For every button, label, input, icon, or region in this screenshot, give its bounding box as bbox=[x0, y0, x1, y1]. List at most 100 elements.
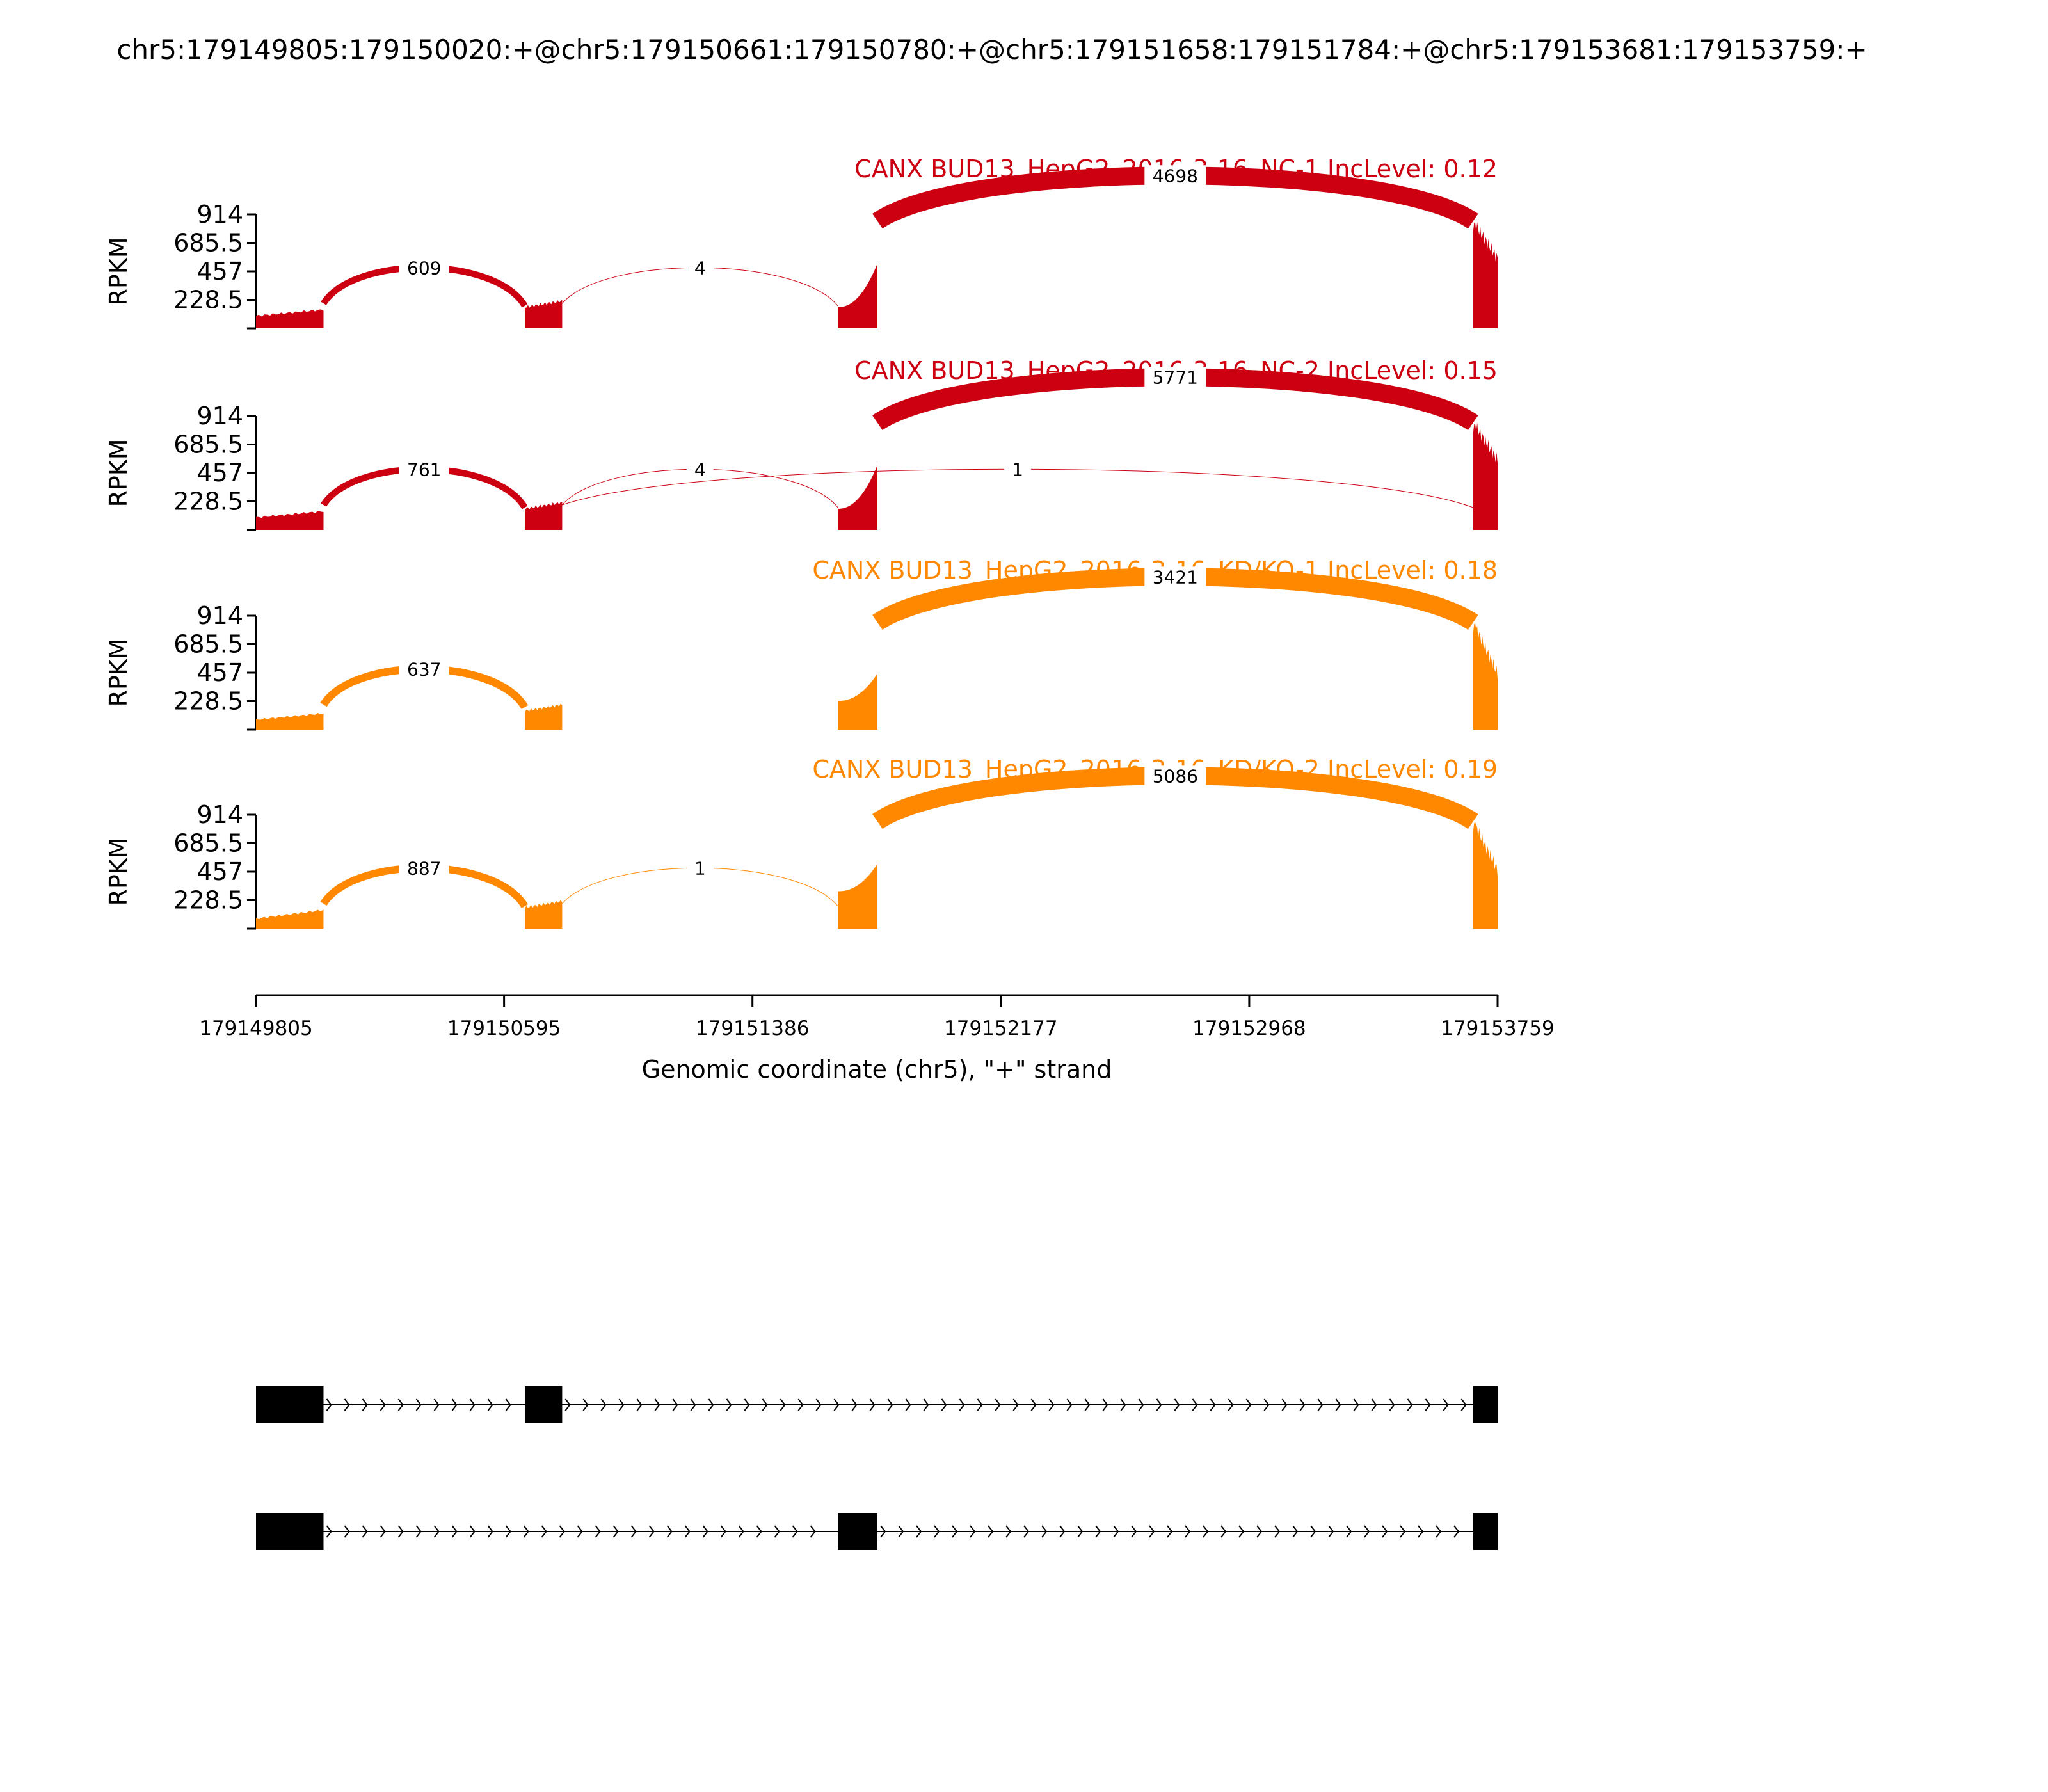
coverage-block bbox=[524, 900, 563, 929]
x-axis-label: Genomic coordinate (chr5), "+" strand bbox=[642, 1055, 1112, 1084]
strand-arrow bbox=[995, 1398, 1001, 1411]
strand-arrow bbox=[1203, 1525, 1209, 1538]
strand-arrow bbox=[1167, 1525, 1173, 1538]
strand-arrow bbox=[1210, 1398, 1216, 1411]
junction-label-bg bbox=[1004, 459, 1032, 480]
coverage-block bbox=[838, 465, 877, 530]
strand-arrow bbox=[720, 1525, 726, 1538]
strand-arrow bbox=[1066, 1398, 1073, 1411]
exon-block bbox=[1473, 1513, 1498, 1550]
strand-arrow bbox=[1274, 1525, 1281, 1538]
strand-arrow bbox=[648, 1525, 655, 1538]
isoform-track bbox=[256, 1386, 1498, 1423]
strand-arrow bbox=[1263, 1398, 1270, 1411]
sample-panel: CANX BUD13_HepG2_2016-3-16_NC-1 IncLevel… bbox=[104, 155, 1498, 330]
strand-arrow bbox=[941, 1398, 947, 1411]
strand-arrow bbox=[1299, 1398, 1306, 1411]
strand-arrow bbox=[1453, 1525, 1460, 1538]
strand-arrow bbox=[487, 1398, 493, 1411]
strand-arrow bbox=[774, 1525, 780, 1538]
y-tick-label: 914 bbox=[196, 402, 243, 430]
y-tick-label: 685.5 bbox=[173, 630, 243, 659]
strand-arrow bbox=[702, 1525, 708, 1538]
x-tick-label: 179152968 bbox=[1192, 1017, 1306, 1040]
strand-arrow bbox=[469, 1398, 476, 1411]
strand-arrow bbox=[505, 1398, 511, 1411]
strand-arrow bbox=[433, 1398, 440, 1411]
strand-arrow bbox=[1436, 1525, 1442, 1538]
strand-arrow bbox=[959, 1398, 965, 1411]
strand-arrow bbox=[672, 1398, 678, 1411]
coverage-block bbox=[256, 511, 324, 530]
strand-arrow bbox=[916, 1525, 922, 1538]
coverage-block bbox=[838, 863, 877, 929]
strand-arrow bbox=[1023, 1525, 1030, 1538]
strand-arrow bbox=[654, 1398, 660, 1411]
junction-label-bg bbox=[1144, 165, 1206, 186]
strand-arrow bbox=[815, 1398, 822, 1411]
strand-arrow bbox=[1364, 1525, 1370, 1538]
y-axis-label: RPKM bbox=[104, 237, 132, 305]
strand-arrow bbox=[923, 1398, 929, 1411]
strand-arrow bbox=[810, 1525, 816, 1538]
junction-label-bg bbox=[1144, 765, 1206, 787]
strand-arrow bbox=[988, 1525, 994, 1538]
strand-arrow bbox=[977, 1398, 983, 1411]
strand-arrow bbox=[1389, 1398, 1395, 1411]
sample-panels: CANX BUD13_HepG2_2016-3-16_NC-1 IncLevel… bbox=[104, 155, 1498, 930]
junction-count-label: 4 bbox=[694, 459, 706, 480]
junction-label-bg bbox=[399, 858, 449, 879]
strand-arrow bbox=[708, 1398, 714, 1411]
exon-block bbox=[1473, 1386, 1498, 1423]
coverage-block bbox=[1473, 623, 1498, 730]
strand-arrow bbox=[1084, 1398, 1091, 1411]
strand-arrow bbox=[887, 1398, 893, 1411]
strand-arrow bbox=[851, 1398, 858, 1411]
strand-arrow bbox=[1400, 1525, 1406, 1538]
strand-arrow bbox=[1238, 1525, 1245, 1538]
strand-arrow bbox=[326, 1525, 332, 1538]
junction-count-label: 887 bbox=[407, 858, 441, 879]
strand-arrow bbox=[1174, 1398, 1180, 1411]
x-tick-label: 179149805 bbox=[199, 1017, 313, 1040]
y-tick-label: 457 bbox=[196, 257, 243, 285]
strand-arrow bbox=[397, 1398, 404, 1411]
y-axis-label: RPKM bbox=[104, 837, 132, 906]
y-tick-label: 914 bbox=[196, 602, 243, 630]
strand-arrow bbox=[344, 1398, 350, 1411]
strand-arrow bbox=[326, 1398, 332, 1411]
y-tick-label: 914 bbox=[196, 801, 243, 829]
strand-arrow bbox=[797, 1398, 804, 1411]
junction-label-bg bbox=[1144, 566, 1206, 588]
y-tick-label: 457 bbox=[196, 459, 243, 487]
strand-arrow bbox=[1005, 1525, 1012, 1538]
junction-count-label: 1 bbox=[1012, 459, 1023, 480]
strand-arrow bbox=[1059, 1525, 1066, 1538]
sample-panel: CANX BUD13_HepG2_2016-3-16_KD/KO-2 IncLe… bbox=[104, 755, 1498, 930]
junction-count-label: 761 bbox=[407, 459, 441, 480]
strand-arrow bbox=[380, 1398, 386, 1411]
strand-arrow bbox=[1418, 1525, 1424, 1538]
coverage-block bbox=[524, 502, 563, 530]
strand-arrow bbox=[744, 1398, 750, 1411]
strand-arrow bbox=[582, 1398, 589, 1411]
strand-arrow bbox=[1310, 1525, 1316, 1538]
strand-arrow bbox=[952, 1525, 958, 1538]
x-tick-label: 179151386 bbox=[696, 1017, 810, 1040]
sample-panel: CANX BUD13_HepG2_2016-3-16_NC-2 IncLevel… bbox=[104, 356, 1498, 531]
strand-arrow bbox=[869, 1398, 876, 1411]
figure-title: chr5:179149805:179150020:+@chr5:17915066… bbox=[116, 34, 1867, 65]
x-axis: 179149805 179150595 179151386 179152177 1791… bbox=[199, 994, 1555, 1040]
strand-arrow bbox=[618, 1398, 625, 1411]
strand-arrow bbox=[1012, 1398, 1019, 1411]
strand-arrow bbox=[600, 1398, 607, 1411]
junction-label-bg bbox=[1144, 367, 1206, 388]
strand-arrow bbox=[684, 1525, 691, 1538]
y-axis-label: RPKM bbox=[104, 638, 132, 707]
y-tick-label: 685.5 bbox=[173, 431, 243, 459]
exon-block bbox=[838, 1513, 877, 1550]
strand-arrow bbox=[469, 1525, 476, 1538]
junction-label-bg bbox=[399, 459, 449, 480]
strand-arrow bbox=[564, 1398, 571, 1411]
